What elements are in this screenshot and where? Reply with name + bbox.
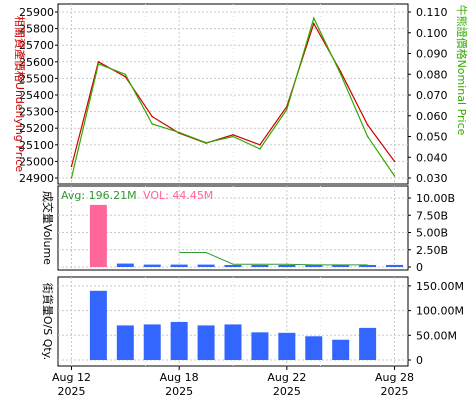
volume-bar [224, 265, 242, 267]
volume-axis-title: 成交量Volume [41, 191, 55, 265]
underlying-price-point [393, 160, 396, 163]
underlying-price-point [151, 115, 154, 118]
date-tick-label: Aug 18 [160, 371, 199, 384]
volume-bar [197, 264, 215, 267]
volume-bar [332, 265, 350, 267]
nominal-price-point [151, 123, 154, 125]
outstanding-bar [305, 336, 323, 360]
nominal-price-point [312, 17, 315, 20]
volume-tick-label: 10.00B [416, 192, 455, 205]
nominal-price-point [205, 141, 207, 144]
left-tick-label: 24900 [19, 172, 54, 185]
outstanding-bar [224, 324, 242, 360]
left-axis-title: 相關資產價格Underlying Price [13, 16, 27, 172]
volume-bar [251, 265, 269, 267]
outstanding-bar [170, 321, 188, 360]
left-tick-label: 25400 [19, 89, 54, 102]
right-tick-label: 0.070 [416, 89, 448, 102]
outstanding-panel: 150.00M 100.00M 50.00M 0 街貨量O/S Qty. [41, 276, 464, 367]
date-tick-year: 2025 [381, 385, 409, 398]
outstanding-axis-title: 街貨量O/S Qty. [41, 283, 55, 360]
volume-last-label: VOL: 44.45M [143, 189, 213, 202]
date-tick-year: 2025 [273, 385, 301, 398]
left-tick-label: 25900 [19, 6, 54, 19]
outstanding-tick-label: 100.00M [416, 305, 464, 318]
right-tick-label: 0.060 [416, 110, 448, 123]
volume-tick-label: 2.50B [416, 244, 448, 257]
outstanding-bar [251, 332, 269, 360]
volume-bar [278, 265, 296, 267]
volume-average-label: Avg: 196.21M [61, 189, 137, 202]
nominal-price-point [124, 73, 127, 76]
volume-tick-label: 5.00B [416, 227, 448, 240]
volume-tick-label: 7.50B [416, 209, 448, 222]
volume-bar [89, 204, 107, 267]
right-tick-label: 0.030 [416, 172, 448, 185]
left-tick-label: 25700 [19, 39, 54, 52]
nominal-price-point [232, 135, 234, 138]
underlying-price-point [97, 61, 100, 63]
nominal-price-point [393, 175, 396, 177]
left-tick-label: 25200 [19, 122, 54, 135]
volume-bar [116, 263, 134, 267]
outstanding-tick-label: 0 [416, 354, 423, 367]
outstanding-tick-label: 50.00M [416, 329, 457, 342]
price-panel: 25900 25800 25700 25600 25500 25400 25300 25200… [13, 3, 469, 185]
nominal-price-point [97, 63, 100, 65]
outstanding-bar [359, 327, 377, 360]
nominal-price-point [178, 131, 180, 134]
left-tick-label: 25500 [19, 72, 54, 85]
left-tick-label: 25000 [19, 155, 54, 168]
outstanding-tick-label: 150.00M [416, 280, 464, 293]
right-tick-label: 0.100 [416, 27, 448, 40]
volume-frame [57, 185, 409, 271]
volume-bar [143, 264, 161, 267]
date-tick-label: Aug 28 [375, 371, 414, 384]
right-axis-title: 牛熊證價格Nominal Price [455, 5, 469, 136]
volume-average-line [179, 252, 368, 266]
volume-bar [305, 265, 323, 267]
date-tick-year: 2025 [165, 385, 193, 398]
outstanding-bar [197, 325, 215, 360]
underlying-price-point [124, 75, 127, 78]
nominal-price-point [286, 108, 288, 111]
volume-bar [170, 264, 188, 267]
underlying-price-point [70, 165, 73, 168]
right-tick-label: 0.050 [416, 131, 448, 144]
date-tick-year: 2025 [57, 385, 85, 398]
volume-panel: 10.00B 7.50B 5.00B 2.50B 0 Avg: 196.21M VOL: 4… [41, 185, 455, 274]
right-tick-label: 0.110 [416, 6, 448, 19]
nominal-price-point [70, 177, 73, 179]
volume-tick-label: 0 [416, 261, 423, 274]
right-tick-label: 0.090 [416, 48, 448, 61]
nominal-price-point [366, 135, 369, 138]
underlying-price-point [232, 134, 234, 136]
outstanding-bar [116, 325, 134, 360]
underlying-price-point [312, 22, 315, 25]
volume-bar [386, 264, 404, 267]
left-tick-label: 25100 [19, 139, 54, 152]
outstanding-bar [89, 290, 107, 360]
volume-bar [359, 265, 377, 267]
date-tick-label: Aug 22 [267, 371, 306, 384]
underlying-price-point [259, 144, 261, 146]
nominal-price-point [339, 73, 342, 76]
outstanding-bar [278, 332, 296, 360]
date-tick-label: Aug 12 [52, 371, 91, 384]
nominal-price-point [259, 148, 261, 150]
left-tick-label: 25800 [19, 23, 54, 36]
right-tick-label: 0.040 [416, 151, 448, 164]
outstanding-bar [332, 339, 350, 360]
underlying-price-point [366, 124, 369, 126]
left-tick-label: 25300 [19, 106, 54, 119]
left-tick-label: 25600 [19, 56, 54, 69]
right-tick-label: 0.080 [416, 68, 448, 81]
outstanding-bar [143, 324, 161, 360]
